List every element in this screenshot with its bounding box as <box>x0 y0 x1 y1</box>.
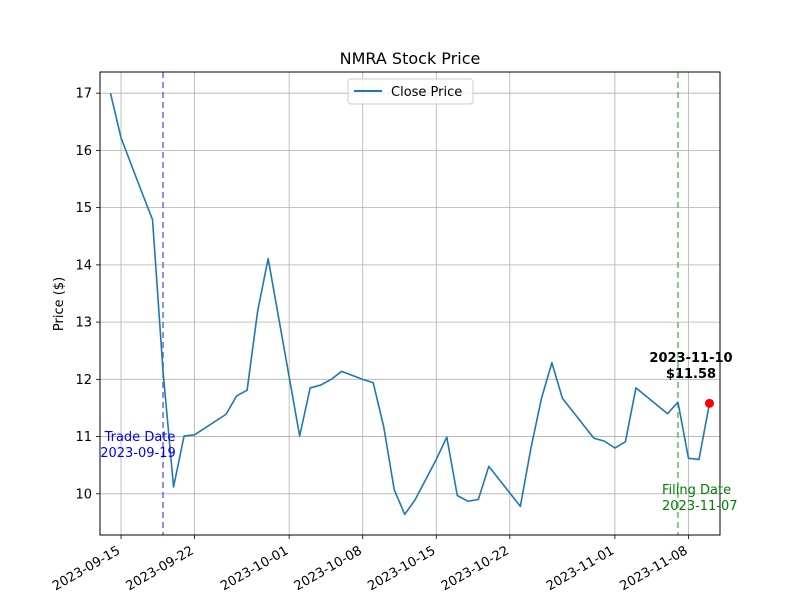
series-layer <box>109 92 714 516</box>
y-tick-label: 11 <box>75 430 92 445</box>
y-tick-label: 13 <box>75 316 92 331</box>
trade-date-value: 2023-09-19 <box>100 446 176 461</box>
last-price-date-label: 2023-11-10 <box>649 351 732 366</box>
y-tick-label: 17 <box>75 87 92 102</box>
last-price-value-label: $11.58 <box>666 367 716 382</box>
grid <box>100 72 720 535</box>
y-tick-label: 12 <box>75 373 92 388</box>
annotations: Trade Date 2023-09-19 Filing Date 2023-1… <box>100 351 737 514</box>
highlight-point <box>704 398 714 408</box>
annotation-lines <box>162 72 679 535</box>
y-tick-label: 16 <box>75 144 92 159</box>
legend: Close Price <box>347 78 474 105</box>
x-tick-label: 2023-10-01 <box>218 543 291 594</box>
trade-date-label: Trade Date <box>104 430 176 445</box>
legend-label: Close Price <box>391 85 462 100</box>
x-tick-label: 2023-10-15 <box>365 543 438 594</box>
plot-frame <box>99 71 721 536</box>
x-tick-label: 2023-11-08 <box>618 543 691 594</box>
series-line-close-price <box>109 92 711 516</box>
y-axis-label: Price ($) <box>52 277 67 331</box>
x-tick-label: 2023-09-22 <box>124 543 197 594</box>
chart-title: NMRA Stock Price <box>340 49 481 68</box>
x-tick-label: 2023-10-08 <box>292 543 365 594</box>
y-tick-label: 10 <box>75 487 92 502</box>
filing-date-label: Filing Date <box>662 483 731 498</box>
x-axis: 2023-09-15 2023-09-22 2023-10-01 2023-10-08… <box>50 535 690 594</box>
y-axis: 10 11 12 13 14 15 16 17 <box>75 87 100 502</box>
y-tick-label: 15 <box>75 201 92 216</box>
x-tick-label: 2023-09-15 <box>50 543 123 594</box>
x-tick-label: 2023-10-22 <box>439 543 512 594</box>
filing-date-value: 2023-11-07 <box>662 499 738 514</box>
y-tick-label: 14 <box>75 258 92 273</box>
x-tick-label: 2023-11-01 <box>544 543 617 594</box>
legend-box <box>347 78 474 105</box>
